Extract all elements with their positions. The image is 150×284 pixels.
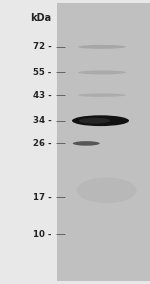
Ellipse shape bbox=[73, 141, 100, 146]
Ellipse shape bbox=[78, 93, 126, 97]
Text: 34 -: 34 - bbox=[33, 116, 52, 125]
Text: 10 -: 10 - bbox=[33, 230, 52, 239]
Text: 26 -: 26 - bbox=[33, 139, 52, 148]
Ellipse shape bbox=[78, 45, 126, 49]
Text: 72 -: 72 - bbox=[33, 42, 52, 51]
Ellipse shape bbox=[78, 70, 126, 74]
Ellipse shape bbox=[72, 115, 129, 126]
Bar bbox=[57, 3, 150, 281]
Text: 43 -: 43 - bbox=[33, 91, 52, 100]
Text: kDa: kDa bbox=[31, 13, 52, 24]
Text: 55 -: 55 - bbox=[33, 68, 52, 77]
Text: 17 -: 17 - bbox=[33, 193, 52, 202]
Ellipse shape bbox=[79, 118, 110, 124]
Ellipse shape bbox=[76, 178, 136, 203]
